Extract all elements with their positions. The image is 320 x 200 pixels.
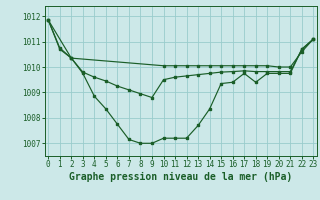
X-axis label: Graphe pression niveau de la mer (hPa): Graphe pression niveau de la mer (hPa) — [69, 172, 292, 182]
